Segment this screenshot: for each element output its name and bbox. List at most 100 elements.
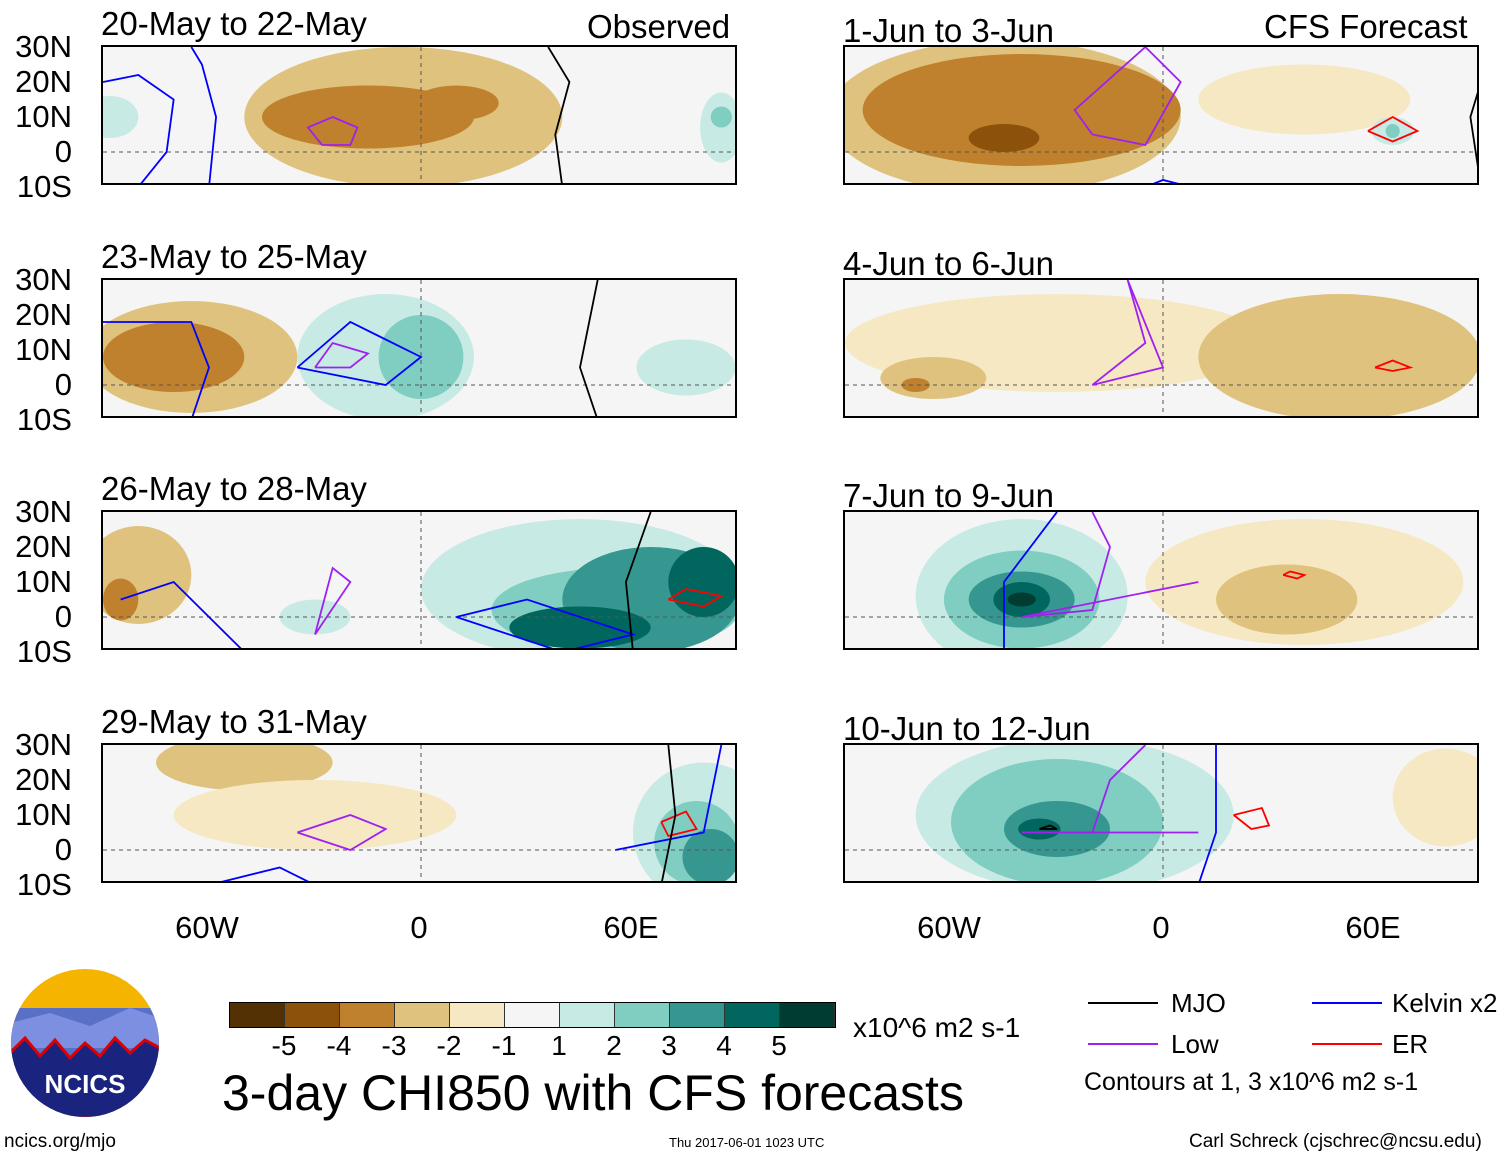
- lon-label: 60E: [603, 910, 659, 945]
- er-legend-label: ER: [1392, 1029, 1429, 1059]
- kelvin-contour: [190, 47, 217, 183]
- low-contour: [1021, 581, 1199, 618]
- anomaly-shading: [668, 547, 735, 617]
- low-contour: [1021, 512, 1111, 618]
- panel-title: 10-Jun to 12-Jun: [843, 710, 1091, 747]
- lat-label: 0: [54, 599, 72, 634]
- low-contour: [1091, 280, 1147, 386]
- anomaly-shading: [880, 357, 987, 399]
- figure-title: 3-day CHI850 with CFS forecasts: [222, 1065, 964, 1121]
- kelvin-legend-label: Kelvin x2: [1392, 988, 1498, 1018]
- colorbar-label: -4: [326, 1030, 352, 1061]
- lat-label: 10S: [16, 169, 72, 204]
- colorbar-swatch: [725, 1003, 780, 1027]
- lat-label: 30N: [15, 262, 72, 297]
- map-panel: [843, 45, 1479, 185]
- anomaly-shading: [682, 829, 735, 881]
- anomaly-shading: [862, 54, 1181, 166]
- er-contour: [660, 810, 699, 838]
- kelvin-contour: [103, 74, 175, 183]
- low-contour: [1073, 47, 1182, 147]
- lat-label: 10N: [15, 797, 72, 832]
- contour-note: Contours at 1, 3 x10^6 m2 s-1: [1084, 1068, 1419, 1096]
- mjo-contour: [625, 512, 652, 648]
- colorbar-swatch: [230, 1003, 285, 1027]
- er-contour: [1282, 570, 1307, 580]
- lat-label: 10S: [16, 634, 72, 669]
- colorbar-swatch: [560, 1003, 615, 1027]
- panel-title: 1-Jun to 3-Jun: [843, 12, 1054, 49]
- colorbar-swatch: [780, 1003, 835, 1027]
- low-legend-line: [1088, 1043, 1158, 1045]
- low-contour: [314, 341, 370, 369]
- colorbar-label: -2: [436, 1030, 462, 1061]
- logo-text: NCICS: [45, 1069, 126, 1099]
- footer-author: Carl Schreck (cjschrec@ncsu.edu): [1189, 1131, 1482, 1152]
- colorbar-swatch: [615, 1003, 670, 1027]
- kelvin-contour: [456, 598, 637, 648]
- panel-title: 7-Jun to 9-Jun: [843, 477, 1054, 514]
- observed-header: Observed: [587, 8, 731, 45]
- map-panel: [101, 45, 737, 185]
- colorbar-label: 5: [771, 1030, 787, 1061]
- map-panel: [843, 278, 1479, 418]
- kelvin-contour: [103, 321, 210, 416]
- colorbar-label: 3: [661, 1030, 677, 1061]
- er-contour: [1367, 115, 1420, 143]
- colorbar-swatch: [505, 1003, 560, 1027]
- mjo-contour: [661, 745, 677, 881]
- mjo-legend-line: [1088, 1002, 1158, 1004]
- panel-title: 29-May to 31-May: [101, 703, 367, 740]
- anomaly-shading: [1385, 124, 1400, 138]
- anomaly-shading: [103, 578, 139, 621]
- lat-label: 20N: [15, 64, 72, 99]
- panel-title: 26-May to 28-May: [101, 470, 367, 507]
- lat-label: 30N: [15, 494, 72, 529]
- er-contour: [667, 588, 724, 608]
- kelvin-contour: [296, 320, 423, 386]
- anomaly-shading: [413, 85, 499, 121]
- anomaly-shading: [1198, 64, 1411, 135]
- colorbar-label: 4: [716, 1030, 732, 1061]
- lon-label: 60W: [175, 910, 239, 945]
- colorbar-label: -1: [491, 1030, 517, 1061]
- lat-label: 10N: [15, 99, 72, 134]
- lat-label: 20N: [15, 529, 72, 564]
- map-panel: [843, 743, 1479, 883]
- panel-title: 20-May to 22-May: [101, 5, 367, 42]
- colorbar-label: -3: [381, 1030, 407, 1061]
- er-contour: [1374, 359, 1414, 372]
- anomaly-shading: [1216, 564, 1358, 635]
- mjo-legend-label: MJO: [1171, 988, 1226, 1018]
- anomaly-shading: [636, 339, 735, 396]
- kelvin-contour: [1152, 179, 1179, 183]
- footer-timestamp: Thu 2017-06-01 1023 UTC: [669, 1135, 825, 1150]
- map-panel: [843, 510, 1479, 650]
- map-panel: [101, 278, 737, 418]
- anomaly-shading: [968, 124, 1040, 152]
- colorbar-label: 1: [551, 1030, 567, 1061]
- mjo-contour: [1039, 824, 1058, 830]
- forecast-header: CFS Forecast: [1264, 8, 1468, 45]
- map-panel: [101, 743, 737, 883]
- low-contour: [306, 116, 359, 146]
- kelvin-contour: [1003, 512, 1058, 648]
- colorbar-swatch: [670, 1003, 725, 1027]
- lat-label: 10S: [16, 402, 72, 437]
- low-contour: [297, 814, 388, 851]
- low-contour: [1092, 280, 1165, 386]
- colorbar-swatch: [395, 1003, 450, 1027]
- anomaly-shading: [156, 745, 333, 791]
- colorbar-label: -5: [271, 1030, 297, 1061]
- panel-title: 4-Jun to 6-Jun: [843, 245, 1054, 282]
- anomaly-shading: [1392, 748, 1477, 847]
- anomaly-shading: [103, 322, 245, 392]
- footer-url[interactable]: ncics.org/mjo: [4, 1131, 116, 1152]
- anomaly-shading: [103, 96, 139, 138]
- colorbar: [229, 1002, 836, 1028]
- mjo-contour: [547, 47, 571, 183]
- low-legend-label: Low: [1171, 1029, 1219, 1059]
- colorbar-label: 2: [606, 1030, 622, 1061]
- kelvin-contour: [615, 745, 723, 851]
- lat-label: 30N: [15, 29, 72, 64]
